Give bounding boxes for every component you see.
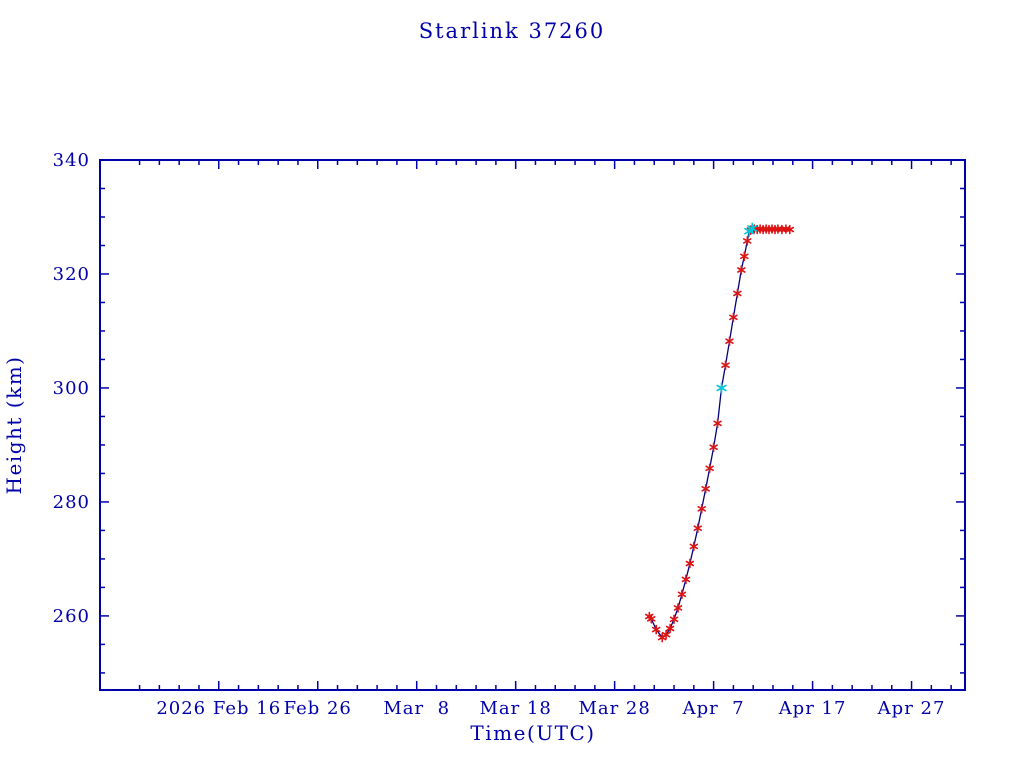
height-observations-marker xyxy=(689,541,699,552)
height-observations-marker xyxy=(701,483,711,494)
highlighted-observations-marker xyxy=(716,382,727,394)
height-observations-marker xyxy=(685,558,695,569)
height-observations-marker xyxy=(729,312,738,323)
height-observations-marker xyxy=(705,463,714,474)
height-observations-marker xyxy=(677,589,687,600)
height-curve xyxy=(648,227,790,639)
y-axis-label: Height (km) xyxy=(2,356,26,495)
plot-frame xyxy=(99,159,966,691)
height-observations-marker xyxy=(665,623,675,634)
height-observations-marker xyxy=(709,442,718,453)
axes-frame: 2026 Feb 16 Feb 26 Mar 8 Mar 18 Mar 28 Apr 7 A… xyxy=(53,150,966,719)
x-axis-label: Time(UTC) xyxy=(470,721,595,745)
height-observations-marker xyxy=(681,574,691,585)
height-observations-marker xyxy=(646,613,656,624)
height-observations-marker xyxy=(673,603,683,613)
height-observations-marker xyxy=(651,624,661,635)
y-tick-label: 300 xyxy=(53,378,90,399)
x-tick-label: Mar 28 xyxy=(578,698,650,719)
height-observations-marker xyxy=(733,288,742,299)
x-tick-label: Apr 17 xyxy=(778,698,847,719)
height-observations-marker xyxy=(739,251,749,262)
y-tick-label: 280 xyxy=(53,492,90,513)
x-tick-label: Mar 8 xyxy=(383,698,450,719)
height-observations-marker xyxy=(737,265,746,275)
height-observations-marker xyxy=(697,503,707,514)
data-series xyxy=(644,222,795,643)
x-tick-label: Feb 26 xyxy=(284,698,352,719)
height-observations-marker xyxy=(721,360,730,371)
height-observations-marker xyxy=(713,418,722,429)
chart-title: Starlink 37260 xyxy=(419,19,606,43)
height-observations-marker xyxy=(725,336,734,347)
height-observations-marker xyxy=(693,523,703,534)
height-observations-marker xyxy=(669,614,679,625)
height-observations-marker xyxy=(742,236,752,246)
x-tick-label: 2026 Feb 16 xyxy=(156,698,281,719)
y-tick-label: 340 xyxy=(53,150,90,171)
highlighted-observations-marker xyxy=(747,222,758,235)
x-tick-label: Mar 18 xyxy=(479,698,551,719)
height-observations-marker xyxy=(661,629,671,640)
x-tick-label: Apr 7 xyxy=(682,698,745,719)
y-tick-label: 260 xyxy=(53,606,90,627)
x-tick-label: Apr 27 xyxy=(877,698,946,719)
y-tick-label: 320 xyxy=(53,264,90,285)
height-observations-marker xyxy=(785,224,795,235)
